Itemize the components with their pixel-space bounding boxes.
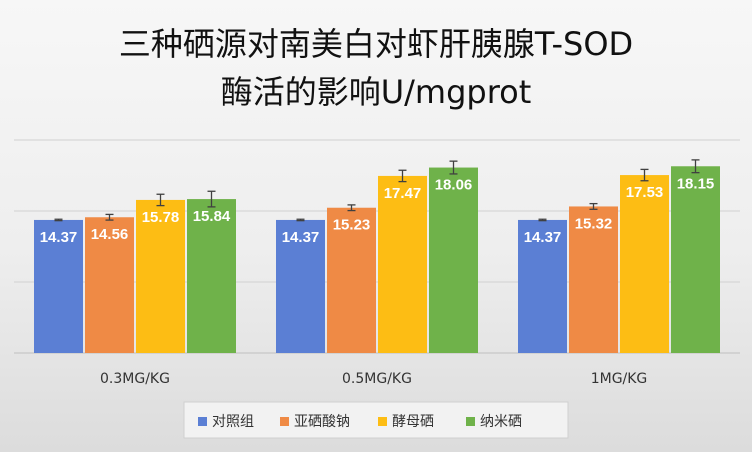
bar [378,175,427,353]
data-label: 15.78 [142,209,180,226]
category-label: 0.5MG/KG [342,371,412,387]
data-label: 15.32 [575,215,613,232]
data-label: 14.37 [524,229,562,246]
legend-label: 酵母硒 [392,414,434,430]
legend-label: 亚硒酸钠 [294,414,350,430]
bar [327,207,376,353]
bar [276,219,325,353]
data-labels: 14.37 14.56 15.78 15.84 14.37 15.23 17.47 18.06… [40,175,715,246]
chart-title-line1: 三种硒源对南美白对虾肝胰腺T-SOD [119,25,633,63]
bar [187,199,236,353]
category-labels: 0.3MG/KG 0.5MG/KG 1MG/KG [100,371,647,387]
category-label: 0.3MG/KG [100,371,170,387]
gridlines [14,139,740,354]
bar [136,199,185,353]
legend-swatch [198,417,207,426]
legend-swatch [280,417,289,426]
legend-box [183,401,569,439]
legend-label: 纳米硒 [480,414,522,430]
data-label: 18.06 [435,177,473,194]
data-label: 14.56 [91,226,129,243]
bar [85,217,134,353]
bar [429,167,478,353]
category-label: 1MG/KG [591,371,648,387]
legend-label: 对照组 [212,414,254,430]
legend-swatch [466,417,475,426]
data-label: 17.47 [384,185,422,202]
legend-swatch [378,417,387,426]
data-label: 18.15 [677,175,715,192]
bar [518,219,567,353]
data-label: 17.53 [626,184,664,201]
chart-title-line2: 酶活的影响U/mgprot [221,73,532,111]
data-label: 15.84 [193,208,231,225]
bars [34,159,720,353]
data-label: 14.37 [282,229,320,246]
bar [34,219,83,353]
data-label: 14.37 [40,229,78,246]
bar [620,175,669,353]
bar [671,166,720,353]
legend: 对照组 亚硒酸钠 酵母硒 纳米硒 [183,401,569,439]
bar [569,206,618,353]
data-label: 15.23 [333,217,371,234]
